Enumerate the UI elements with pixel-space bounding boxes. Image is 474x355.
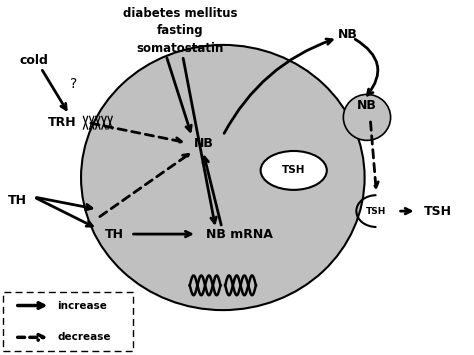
Ellipse shape <box>261 151 327 190</box>
Text: ?: ? <box>70 77 78 91</box>
Text: TH: TH <box>8 194 27 207</box>
Ellipse shape <box>81 45 365 310</box>
Text: diabetes mellitus: diabetes mellitus <box>123 7 237 20</box>
Text: increase: increase <box>57 300 107 311</box>
FancyBboxPatch shape <box>3 293 133 351</box>
Text: NB mRNA: NB mRNA <box>206 228 273 241</box>
Text: TSH: TSH <box>282 165 305 175</box>
Text: TH: TH <box>105 228 124 241</box>
Text: TSH: TSH <box>424 204 452 218</box>
Text: decrease: decrease <box>57 332 111 342</box>
Text: TRH: TRH <box>48 116 76 129</box>
Ellipse shape <box>343 94 391 140</box>
Text: somatostatin: somatostatin <box>137 42 224 55</box>
Text: TSH: TSH <box>366 207 387 215</box>
Text: NB: NB <box>357 98 377 111</box>
Text: NB: NB <box>194 137 214 151</box>
Text: cold: cold <box>19 54 48 67</box>
Text: fasting: fasting <box>157 24 204 37</box>
Text: NB: NB <box>338 28 358 41</box>
